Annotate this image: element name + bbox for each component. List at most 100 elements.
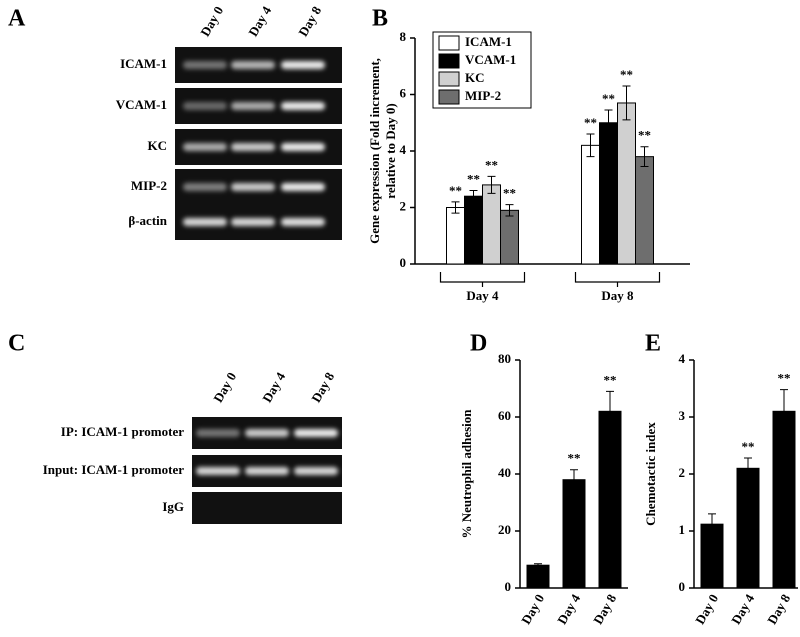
y-tick-label: 0: [679, 579, 686, 594]
lane-label: Day 0: [197, 4, 226, 39]
bar: [736, 467, 760, 589]
y-tick-label: 0: [505, 579, 512, 594]
y-tick-label: 1: [679, 522, 686, 537]
error-bar: [487, 175, 496, 194]
gel-band: [281, 183, 325, 191]
significance-label: **: [584, 115, 597, 130]
gel-band: [183, 61, 227, 69]
legend-label: ICAM-1: [465, 34, 512, 49]
panel-label: E: [645, 331, 661, 357]
category-bracket: [574, 272, 661, 287]
y-axis-label: Chemotactic index: [643, 422, 658, 526]
x-tick-label: Day 8: [764, 591, 793, 627]
gel-row: [192, 492, 342, 524]
legend-swatch: [438, 35, 460, 51]
gel-band: [231, 102, 275, 110]
significance-label: **: [742, 439, 755, 454]
legend-swatch: [438, 89, 460, 105]
x-tick-label: Day 0: [692, 591, 721, 626]
y-axis-label: Gene expression (Fold increment,: [367, 58, 382, 244]
bar: [464, 195, 483, 265]
gel-band: [183, 102, 227, 110]
bar: [617, 102, 636, 265]
bar: [500, 209, 519, 265]
error-bar: [505, 204, 514, 217]
y-axis-label: % Neutrophil adhesion: [459, 409, 474, 539]
legend-swatch: [438, 53, 460, 69]
legend-label: MIP-2: [465, 88, 501, 103]
x-tick-label: Day 4: [466, 288, 499, 303]
error-bar: [534, 563, 542, 568]
error-bar: [744, 457, 752, 480]
significance-label: **: [604, 372, 617, 387]
panel-label: B: [372, 6, 388, 32]
error-bar: [604, 109, 613, 136]
error-bar: [780, 389, 788, 434]
row-label: MIP-2: [131, 178, 167, 193]
gel-band: [245, 467, 289, 475]
y-tick-label: 8: [400, 29, 407, 44]
bar: [635, 156, 654, 265]
gel-band: [245, 429, 289, 437]
gel-band: [196, 429, 240, 437]
bar: [482, 184, 501, 265]
significance-label: **: [638, 128, 651, 143]
row-label: IP: ICAM-1 promoter: [61, 424, 184, 439]
y-tick-label: 4: [679, 351, 686, 366]
y-tick-label: 2: [679, 465, 686, 480]
y-tick-label: 0: [400, 255, 407, 270]
lane-label: Day 8: [295, 3, 324, 39]
significance-label: **: [485, 157, 498, 172]
bar: [446, 207, 465, 265]
bar: [581, 144, 600, 265]
legend-swatch: [438, 71, 460, 87]
row-label: VCAM-1: [116, 97, 167, 112]
bar: [526, 564, 550, 589]
gel-band: [294, 429, 338, 437]
x-tick-label: Day 4: [554, 591, 583, 627]
error-bar: [708, 513, 716, 535]
gel-band: [183, 183, 227, 191]
significance-label: **: [778, 371, 791, 386]
gel-band: [231, 183, 275, 191]
row-label: KC: [148, 138, 168, 153]
y-axis-label: relative to Day 0): [383, 103, 398, 198]
significance-label: **: [602, 91, 615, 106]
error-bar: [586, 133, 595, 158]
lane-label: Day 4: [259, 369, 288, 405]
error-bar: [451, 201, 460, 214]
bar: [772, 410, 796, 589]
bar: [599, 122, 618, 265]
panel-label: A: [8, 6, 26, 32]
significance-label: **: [503, 186, 516, 201]
gel-band: [196, 467, 240, 475]
gel-band: [281, 102, 325, 110]
gel-band: [183, 143, 227, 151]
gel-band: [294, 467, 338, 475]
error-bar: [469, 190, 478, 203]
x-tick-label: Day 0: [518, 591, 547, 626]
y-tick-label: 6: [400, 85, 407, 100]
gel-band: [183, 218, 227, 226]
y-tick-label: 4: [400, 142, 407, 157]
gel-band: [281, 143, 325, 151]
error-bar: [640, 146, 649, 168]
x-tick-label: Day 4: [728, 591, 757, 627]
x-tick-label: Day 8: [601, 288, 634, 303]
panel-label: D: [470, 331, 487, 357]
x-tick-label: Day 8: [590, 591, 619, 627]
lane-label: Day 4: [245, 3, 274, 39]
row-label: IgG: [162, 499, 184, 514]
significance-label: **: [449, 183, 462, 198]
legend-label: VCAM-1: [465, 52, 516, 67]
row-label: Input: ICAM-1 promoter: [43, 462, 185, 477]
error-bar: [622, 85, 631, 121]
legend-label: KC: [465, 70, 485, 85]
gel-band: [231, 143, 275, 151]
significance-label: **: [568, 451, 581, 466]
gel-band: [231, 61, 275, 69]
error-bar: [570, 469, 578, 491]
y-tick-label: 80: [498, 351, 511, 366]
panel-label: C: [8, 331, 25, 357]
